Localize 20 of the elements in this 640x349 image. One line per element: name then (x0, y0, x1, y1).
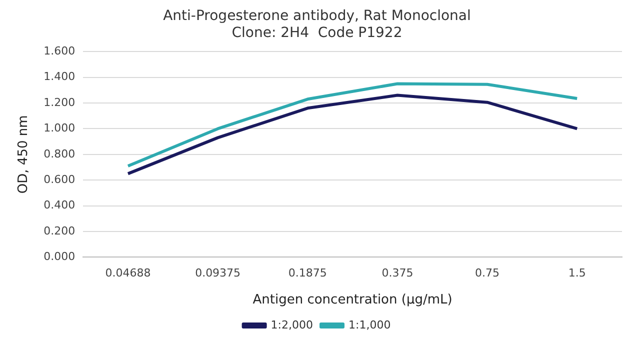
y-tick-label: 1.400 (44, 70, 76, 84)
y-tick-label: 0.200 (44, 224, 76, 238)
y-tick-label: 1.600 (44, 44, 76, 58)
y-tick-label: 1.000 (44, 122, 76, 135)
y-tick-label: 0.800 (44, 147, 76, 160)
x-tick-label: 1.5 (568, 266, 586, 280)
x-axis-title: Antigen concentration (µg/mL) (252, 292, 452, 308)
legend-label: 1:2,000 (270, 318, 314, 332)
y-tick-label: 0.000 (44, 250, 76, 264)
chart-title: Anti-Progesterone antibody, Rat Monoclonal Clone: 2H4 Code P1922 (163, 8, 471, 41)
y-tick-label: 0.600 (44, 172, 76, 186)
y-tick-label: 1.200 (44, 96, 76, 109)
x-tick-label: 0.75 (475, 266, 500, 280)
x-tick-label: 0.375 (382, 266, 414, 280)
legend-label: 1:1,000 (348, 318, 391, 332)
x-tick-label: 0.04688 (105, 266, 151, 280)
y-tick-label: 0.400 (44, 198, 76, 212)
x-tick-label: 0.09375 (195, 266, 241, 280)
x-tick-label: 0.1875 (288, 266, 327, 280)
y-axis-title: OD, 450 nm (16, 115, 32, 194)
